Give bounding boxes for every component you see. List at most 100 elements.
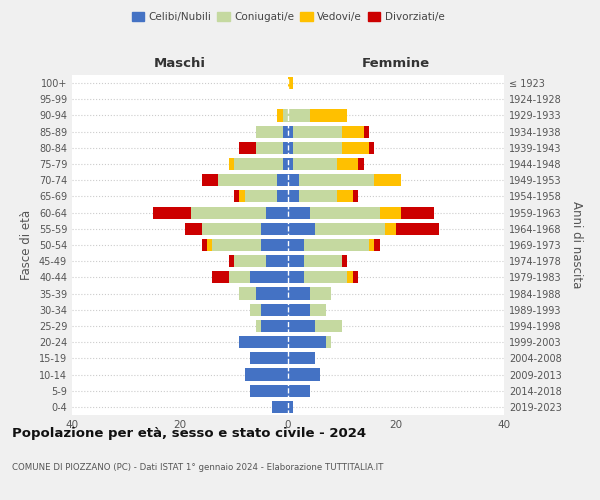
Bar (207, 239, 212, 251)
Bar (385, 222, 396, 235)
Bar (293, 126, 342, 138)
Bar (288, 222, 315, 235)
Bar (202, 222, 261, 235)
Bar (283, 126, 288, 138)
Bar (245, 368, 288, 380)
Bar (272, 401, 288, 413)
Bar (293, 142, 342, 154)
Bar (310, 110, 347, 122)
Bar (261, 222, 288, 235)
Bar (337, 190, 353, 202)
Bar (288, 174, 299, 186)
Bar (288, 77, 293, 89)
Text: Femmine: Femmine (362, 57, 430, 70)
Bar (250, 352, 288, 364)
Bar (288, 320, 315, 332)
Bar (310, 288, 331, 300)
Bar (304, 239, 369, 251)
Bar (299, 190, 337, 202)
Bar (401, 206, 434, 218)
Bar (288, 288, 310, 300)
Bar (347, 272, 353, 283)
Bar (283, 142, 288, 154)
Bar (353, 272, 358, 283)
Bar (256, 142, 283, 154)
Bar (283, 110, 288, 122)
Bar (250, 272, 288, 283)
Bar (212, 272, 229, 283)
Bar (288, 352, 315, 364)
Legend: Celibi/Nubili, Coniugati/e, Vedovi/e, Divorziati/e: Celibi/Nubili, Coniugati/e, Vedovi/e, Di… (127, 8, 449, 26)
Bar (202, 174, 218, 186)
Bar (218, 174, 277, 186)
Bar (293, 158, 337, 170)
Bar (234, 190, 239, 202)
Bar (239, 142, 256, 154)
Bar (358, 158, 364, 170)
Bar (212, 239, 261, 251)
Bar (310, 206, 380, 218)
Bar (337, 158, 358, 170)
Bar (299, 174, 374, 186)
Bar (326, 336, 331, 348)
Bar (256, 320, 261, 332)
Bar (288, 272, 304, 283)
Bar (288, 336, 326, 348)
Bar (229, 255, 234, 268)
Bar (229, 272, 250, 283)
Bar (266, 255, 288, 268)
Bar (191, 206, 266, 218)
Bar (261, 239, 288, 251)
Bar (288, 384, 310, 397)
Bar (396, 222, 439, 235)
Bar (288, 190, 299, 202)
Bar (288, 255, 304, 268)
Bar (261, 320, 288, 332)
Bar (239, 336, 288, 348)
Bar (342, 126, 364, 138)
Bar (353, 190, 358, 202)
Bar (369, 142, 374, 154)
Bar (288, 206, 310, 218)
Bar (256, 126, 283, 138)
Bar (245, 190, 277, 202)
Bar (342, 255, 347, 268)
Bar (250, 384, 288, 397)
Bar (229, 158, 234, 170)
Bar (288, 110, 310, 122)
Bar (234, 255, 266, 268)
Bar (364, 126, 369, 138)
Text: Maschi: Maschi (154, 57, 206, 70)
Bar (315, 222, 385, 235)
Bar (277, 110, 283, 122)
Bar (288, 368, 320, 380)
Bar (277, 174, 288, 186)
Y-axis label: Fasce di età: Fasce di età (20, 210, 33, 280)
Bar (315, 320, 342, 332)
Bar (239, 190, 245, 202)
Y-axis label: Anni di nascita: Anni di nascita (569, 202, 583, 288)
Text: COMUNE DI PIOZZANO (PC) - Dati ISTAT 1° gennaio 2024 - Elaborazione TUTTITALIA.I: COMUNE DI PIOZZANO (PC) - Dati ISTAT 1° … (12, 462, 383, 471)
Bar (374, 174, 401, 186)
Bar (202, 239, 207, 251)
Bar (374, 239, 380, 251)
Bar (277, 190, 288, 202)
Bar (288, 126, 293, 138)
Bar (310, 304, 326, 316)
Bar (288, 401, 293, 413)
Bar (239, 288, 256, 300)
Bar (304, 255, 342, 268)
Bar (250, 304, 261, 316)
Bar (288, 158, 293, 170)
Bar (256, 288, 288, 300)
Text: Popolazione per età, sesso e stato civile - 2024: Popolazione per età, sesso e stato civil… (12, 428, 366, 440)
Bar (283, 158, 288, 170)
Bar (261, 304, 288, 316)
Bar (288, 142, 293, 154)
Bar (153, 206, 191, 218)
Bar (288, 304, 310, 316)
Bar (234, 158, 283, 170)
Bar (185, 222, 202, 235)
Bar (288, 239, 304, 251)
Bar (369, 239, 374, 251)
